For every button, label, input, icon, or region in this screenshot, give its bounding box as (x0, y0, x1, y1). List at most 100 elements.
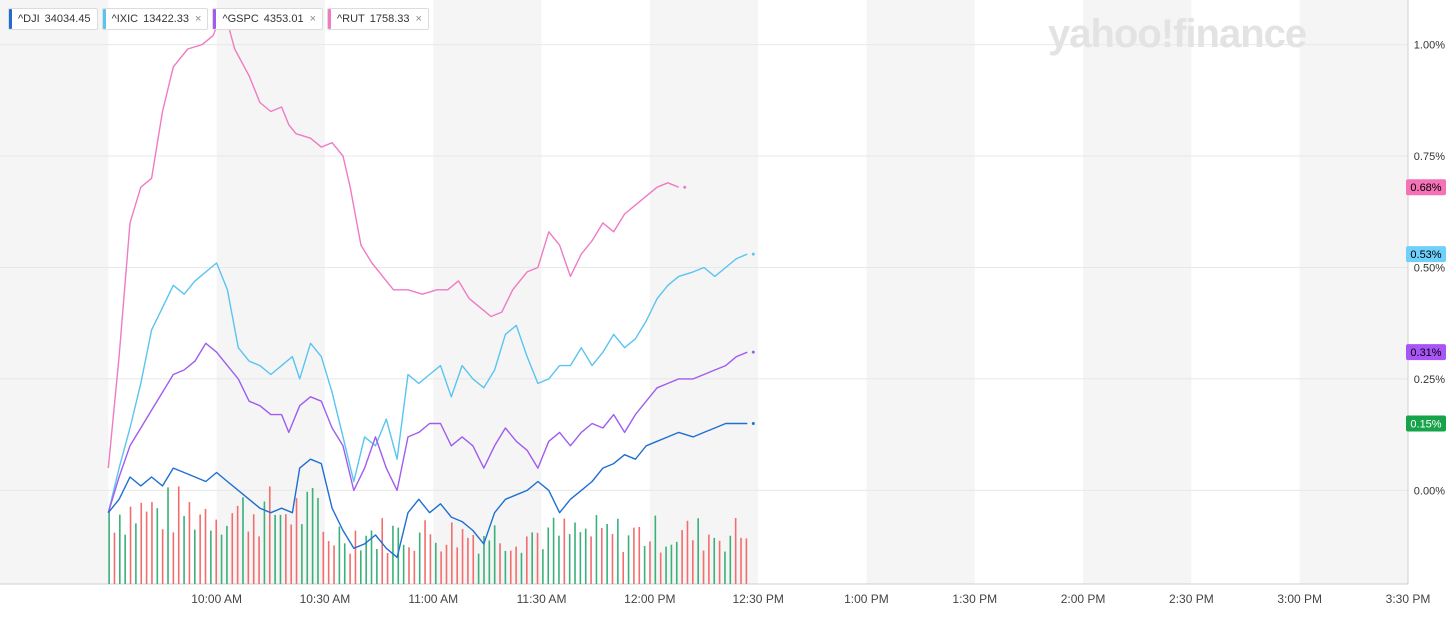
volume-bar (108, 512, 110, 584)
time-band (433, 0, 542, 584)
x-tick-label: 12:30 PM (732, 592, 783, 606)
x-tick-label: 2:00 PM (1061, 592, 1106, 606)
volume-bar (734, 517, 737, 584)
close-icon[interactable]: × (415, 13, 422, 25)
time-band (1299, 0, 1408, 584)
volume-bar (654, 515, 657, 584)
volume-bar (252, 514, 255, 584)
volume-bar (161, 529, 164, 584)
volume-bar (177, 486, 180, 584)
volume-bar (568, 534, 571, 584)
legend-chip-rut[interactable]: ^RUT 1758.33 × (327, 8, 429, 30)
x-tick-label: 10:30 AM (300, 592, 351, 606)
volume-bar (611, 533, 614, 584)
legend-symbol: ^IXIC (111, 13, 139, 25)
volume-bar (247, 531, 250, 584)
volume-bar (579, 532, 582, 584)
close-icon[interactable]: × (195, 13, 202, 25)
y-tick-label: 0.75% (1414, 151, 1445, 163)
volume-bar (483, 535, 485, 584)
volume-bar (295, 498, 298, 584)
legend-chip-ixic[interactable]: ^IXIC 13422.33 × (101, 8, 209, 30)
volume-bar (349, 553, 351, 584)
volume-bar (729, 535, 732, 584)
yahoo-finance-logo: yahoo!finance (1048, 12, 1307, 56)
legend-color-swatch (9, 9, 12, 29)
volume-bar (151, 502, 153, 584)
volume-bar (333, 545, 335, 584)
x-tick-label: 1:30 PM (952, 592, 997, 606)
volume-bar (659, 552, 662, 584)
volume-bar (692, 540, 694, 584)
last-value-badge (1406, 179, 1446, 196)
volume-bar (285, 514, 287, 584)
legend-symbol: ^RUT (337, 13, 365, 25)
volume-bar (322, 531, 325, 584)
volume-bar (343, 543, 346, 584)
volume-bar (402, 544, 405, 584)
time-band (649, 0, 759, 584)
volume-bar (140, 502, 143, 584)
series-end-dot (751, 252, 755, 256)
legend-chip-gspc[interactable]: ^GSPC 4353.01 × (212, 8, 323, 30)
x-tick-label: 11:00 AM (408, 592, 458, 606)
volume-bar (595, 515, 598, 584)
legend-value: 13422.33 (143, 13, 190, 25)
volume-bar (418, 532, 421, 584)
y-tick-label: 0.50% (1414, 262, 1445, 274)
x-tick-label: 1:00 PM (844, 592, 889, 606)
volume-bar (600, 527, 603, 584)
series-line-ixic (107, 253, 748, 513)
volume-bar (643, 545, 646, 584)
volume-bar (311, 488, 314, 584)
legend-value: 1758.33 (369, 13, 410, 25)
legend-symbol: ^DJI (18, 13, 40, 25)
volume-bar (697, 518, 699, 584)
volume-bar (515, 546, 517, 584)
volume-bar (745, 538, 748, 584)
volume-bar (665, 546, 667, 584)
volume-bar (386, 553, 389, 584)
volume-bar (488, 540, 491, 584)
volume-bar (622, 551, 625, 584)
volume-bar (638, 526, 641, 584)
volume-bar (397, 527, 400, 584)
volume-bar (413, 550, 416, 584)
time-band (1083, 0, 1192, 584)
volume-bar (681, 530, 683, 584)
volume-bar (215, 519, 218, 584)
volume-bar (509, 550, 512, 584)
volume-bar (670, 544, 673, 584)
volume-bar (242, 497, 244, 584)
x-tick-label: 10:00 AM (191, 592, 242, 606)
volume-bar (220, 534, 223, 584)
volume-bar (440, 551, 442, 584)
volume-bar (461, 529, 464, 584)
volume-bar (675, 541, 678, 584)
volume-bar (499, 543, 501, 584)
volume-bar (574, 522, 576, 584)
volume-bar (119, 514, 121, 584)
volume-bar (306, 491, 309, 584)
legend-color-swatch (328, 9, 331, 29)
series-end-dot (751, 422, 755, 426)
volume-bar (558, 535, 560, 584)
volume-bar (279, 514, 282, 584)
volume-bar (584, 528, 587, 584)
legend-chip-dji[interactable]: ^DJI 34034.45 (8, 8, 98, 30)
last-value-badge (1406, 344, 1446, 361)
volume-bar (301, 524, 303, 584)
volume-bar (231, 513, 234, 584)
volume-bar (290, 524, 292, 584)
last-value-label: 0.15% (1410, 419, 1441, 431)
volume-bar (327, 541, 330, 584)
volume-bar (531, 532, 533, 584)
volume-bar (627, 535, 630, 584)
volume-bar (713, 537, 716, 584)
volume-bar (113, 532, 116, 584)
x-tick-label: 11:30 AM (517, 592, 567, 606)
series-end-dot (683, 185, 687, 189)
close-icon[interactable]: × (309, 13, 316, 25)
volume-bar (467, 537, 469, 584)
